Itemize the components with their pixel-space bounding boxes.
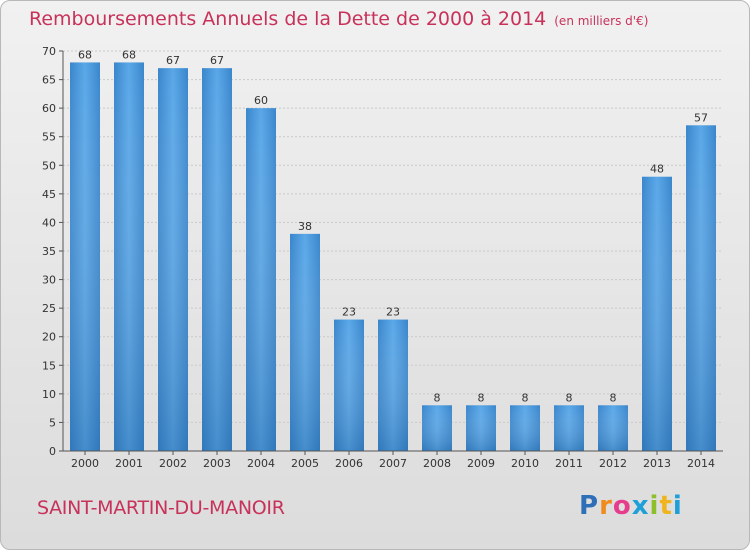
value-label-2002: 67: [166, 54, 180, 67]
y-tick-label: 0: [49, 445, 56, 458]
value-label-2001: 68: [122, 48, 136, 61]
bar-shade-2013: [642, 176, 672, 451]
value-label-2000: 68: [78, 48, 92, 61]
x-tick-label-2014: 2014: [687, 457, 715, 470]
y-tick-label: 70: [42, 45, 56, 58]
y-tick-label: 20: [42, 331, 56, 344]
y-tick-label: 55: [42, 131, 56, 144]
bar-shade-2009: [466, 405, 496, 451]
value-label-2006: 23: [342, 306, 356, 319]
x-tick-label-2013: 2013: [643, 457, 671, 470]
bar-shade-2006: [334, 319, 364, 451]
bar-shade-2008: [422, 405, 452, 451]
value-label-2014: 57: [694, 111, 708, 124]
chart-subtitle: (en milliers d'€): [554, 14, 649, 28]
bar-shade-2012: [598, 405, 628, 451]
value-label-2004: 60: [254, 94, 268, 107]
bar-shade-2005: [290, 233, 320, 451]
x-tick-label-2009: 2009: [467, 457, 495, 470]
axes: 0 5 10 15 20 25 30 35 40 45 50 55 60 65 70 2000 2001 2002…: [42, 45, 723, 470]
value-label-2005: 38: [298, 220, 312, 233]
y-tick-label: 5: [49, 416, 56, 429]
y-tick-label: 40: [42, 216, 56, 229]
x-tick-label-2000: 2000: [71, 457, 99, 470]
y-tick-label: 60: [42, 102, 56, 115]
value-label-2010: 8: [522, 391, 529, 404]
x-tick-label-2001: 2001: [115, 457, 143, 470]
bars: [70, 62, 716, 452]
bar-shade-2003: [202, 68, 232, 452]
x-tick-label-2010: 2010: [511, 457, 539, 470]
x-tick-label-2003: 2003: [203, 457, 231, 470]
proxiti-logo: Proxiti: [579, 491, 683, 521]
bar-shade-2001: [114, 62, 144, 452]
y-tick-label: 45: [42, 188, 56, 201]
bar-shade-2007: [378, 319, 408, 451]
data-labels: 68 68 67 67 60 38 23 23 8 8 8 8 8 48 57: [78, 48, 708, 404]
title-text: Remboursements Annuels de la Dette de 20…: [29, 8, 547, 30]
x-tick-label-2004: 2004: [247, 457, 275, 470]
bar-shade-2002: [158, 68, 188, 452]
y-tick-label: 25: [42, 302, 56, 315]
bar-shade-2010: [510, 405, 540, 451]
bar-shade-2000: [70, 62, 100, 452]
y-tick-label: 35: [42, 245, 56, 258]
y-tick-label: 10: [42, 388, 56, 401]
x-tick-label-2012: 2012: [599, 457, 627, 470]
value-label-2003: 67: [210, 54, 224, 67]
value-label-2013: 48: [650, 163, 664, 176]
y-tick-label: 65: [42, 74, 56, 87]
bar-shade-2004: [246, 108, 276, 452]
value-label-2012: 8: [610, 391, 617, 404]
y-tick-label: 50: [42, 159, 56, 172]
x-tick-label-2011: 2011: [555, 457, 583, 470]
x-tick-label-2008: 2008: [423, 457, 451, 470]
bar-shade-2014: [686, 125, 716, 452]
chart-title: Remboursements Annuels de la Dette de 20…: [29, 8, 648, 30]
value-label-2011: 8: [566, 391, 573, 404]
value-label-2009: 8: [478, 391, 485, 404]
y-tick-label: 30: [42, 274, 56, 287]
y-tick-label: 15: [42, 359, 56, 372]
x-tick-label-2006: 2006: [335, 457, 363, 470]
x-tick-label-2007: 2007: [379, 457, 407, 470]
x-tick-label-2002: 2002: [159, 457, 187, 470]
value-label-2008: 8: [434, 391, 441, 404]
value-label-2007: 23: [386, 306, 400, 319]
commune-name: SAINT-MARTIN-DU-MANOIR: [37, 497, 285, 519]
x-tick-label-2005: 2005: [291, 457, 319, 470]
bar-shade-2011: [554, 405, 584, 451]
